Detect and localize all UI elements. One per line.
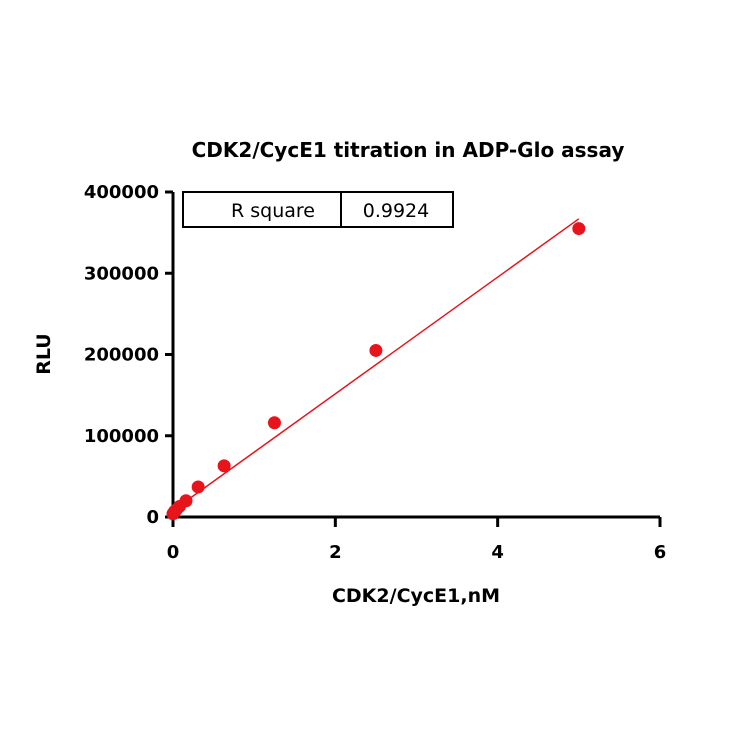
data-point [179, 494, 193, 508]
y-tick-label: 400000 [84, 182, 159, 203]
x-tick-label: 2 [329, 542, 342, 563]
x-axis-label: CDK2/CycE1,nM [332, 585, 500, 607]
r-square-label: R square [231, 200, 315, 222]
data-point [267, 416, 281, 430]
fit-line [172, 218, 580, 512]
y-tick-label: 200000 [84, 345, 159, 366]
r-square-table: R square 0.9924 [182, 191, 454, 228]
y-tick-label: 0 [146, 507, 159, 528]
chart-title: CDK2/CycE1 titration in ADP-Glo assay [192, 138, 625, 162]
y-axis-label: RLU [33, 333, 55, 375]
x-ticks: 0 2 4 6 [167, 517, 667, 563]
data-point [572, 222, 586, 236]
data-point [191, 480, 205, 494]
y-ticks: 0 100000 200000 300000 400000 [84, 182, 173, 528]
x-tick-label: 0 [167, 542, 180, 563]
x-tick-label: 6 [654, 542, 667, 563]
data-point [217, 459, 231, 473]
axes [171, 192, 660, 519]
y-tick-label: 300000 [84, 263, 159, 284]
y-tick-label: 100000 [84, 426, 159, 447]
x-tick-label: 4 [491, 542, 504, 563]
data-points [166, 222, 586, 521]
r-square-table-border [182, 191, 454, 228]
data-point [369, 343, 383, 357]
r-square-value: 0.9924 [363, 200, 429, 222]
